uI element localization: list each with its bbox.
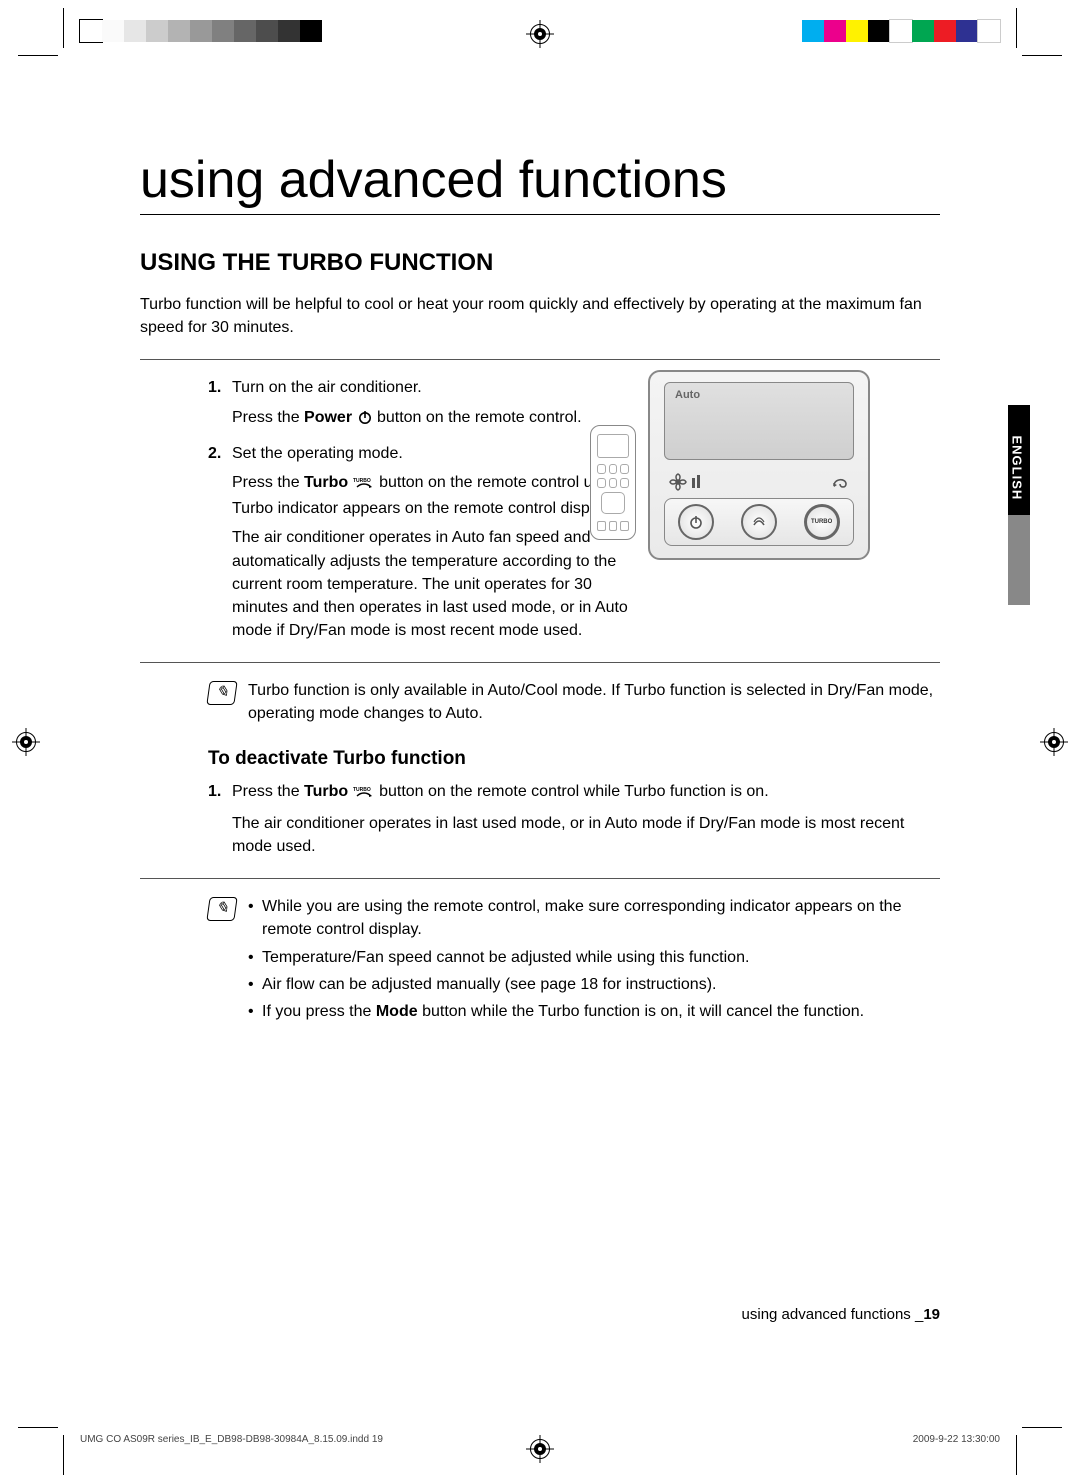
turbo-label: Turbo xyxy=(304,783,348,800)
note-item: While you are using the remote control, … xyxy=(248,895,940,941)
deactivate-heading: To deactivate Turbo function xyxy=(208,748,940,770)
fan-icon xyxy=(668,472,708,492)
svg-text:TURBO: TURBO xyxy=(353,787,371,793)
note-icon: ✎ xyxy=(206,897,237,921)
power-icon xyxy=(357,409,373,432)
step-text: Press the xyxy=(232,783,304,800)
grayscale-bar xyxy=(80,20,322,42)
crop-mark xyxy=(63,1435,64,1475)
section-intro: Turbo function will be helpful to cool o… xyxy=(140,293,940,339)
print-timestamp: 2009-9-22 13:30:00 xyxy=(913,1434,1000,1445)
svg-text:TURBO: TURBO xyxy=(353,478,371,484)
note-text: button while the Turbo function is on, i… xyxy=(418,1003,864,1020)
step-head: Set the operating mode. xyxy=(232,445,403,462)
note-text: If you press the xyxy=(262,1003,376,1020)
deactivate-step: Press the Turbo TURBO button on the remo… xyxy=(208,780,940,859)
step-desc: The air conditioner operates in last use… xyxy=(232,812,940,858)
registration-mark xyxy=(526,20,554,48)
crop-mark xyxy=(1016,1435,1017,1475)
step-head: Turn on the air conditioner. xyxy=(232,379,422,396)
step-text: Press the xyxy=(232,409,304,426)
mode-label: Mode xyxy=(376,1003,418,1020)
crop-mark xyxy=(18,1427,58,1428)
crop-mark xyxy=(1022,55,1062,56)
separator xyxy=(140,878,940,879)
turbo-label: Turbo xyxy=(304,474,348,491)
turbo-icon: TURBO xyxy=(353,783,375,806)
power-label: Power xyxy=(304,409,352,426)
print-file: UMG CO AS09R series_IB_E_DB98-DB98-30984… xyxy=(80,1434,383,1445)
crop-mark xyxy=(63,8,64,48)
note: ✎ While you are using the remote control… xyxy=(140,895,940,1023)
print-metadata: UMG CO AS09R series_IB_E_DB98-DB98-30984… xyxy=(80,1434,1000,1445)
device-figure: Auto TURBO xyxy=(590,370,870,560)
step-desc: The air conditioner operates in Auto fan… xyxy=(232,526,652,642)
content: using advanced functions USING THE TURBO… xyxy=(140,150,940,1027)
note-item: Temperature/Fan speed cannot be adjusted… xyxy=(248,946,940,969)
remote-illustration xyxy=(590,425,636,540)
note: ✎ Turbo function is only available in Au… xyxy=(140,679,940,725)
footer-text: using advanced functions _ xyxy=(742,1306,924,1323)
language-label: ENGLISH xyxy=(1010,436,1025,501)
language-tab: ENGLISH xyxy=(1008,405,1030,605)
crop-mark xyxy=(1022,1427,1062,1428)
separator xyxy=(140,662,940,663)
turbo-button-icon: TURBO xyxy=(804,504,840,540)
color-bar xyxy=(802,20,1000,42)
separator xyxy=(140,359,940,360)
crop-mark xyxy=(18,55,58,56)
unit-illustration: Auto TURBO xyxy=(648,370,870,560)
note-item: Air flow can be adjusted manually (see p… xyxy=(248,973,940,996)
registration-mark xyxy=(12,728,40,756)
page-title: using advanced functions xyxy=(140,150,940,215)
registration-mark xyxy=(1040,728,1068,756)
note-text: Turbo function is only available in Auto… xyxy=(248,682,933,722)
page-footer: using advanced functions _19 xyxy=(140,1306,940,1323)
section-heading: USING THE TURBO FUNCTION xyxy=(140,249,940,277)
mode-button-icon xyxy=(741,504,777,540)
note-item: If you press the Mode button while the T… xyxy=(248,1000,940,1023)
turbo-icon: TURBO xyxy=(353,474,375,497)
step-text: Press the xyxy=(232,474,304,491)
power-button-icon xyxy=(678,504,714,540)
page-number: 19 xyxy=(923,1306,940,1323)
note-icon: ✎ xyxy=(206,681,237,705)
step-text: button on the remote control. xyxy=(377,409,582,426)
crop-mark xyxy=(1016,8,1017,48)
step-text: button on the remote control while Turbo… xyxy=(379,783,769,800)
swirl-icon xyxy=(830,472,850,492)
auto-indicator: Auto xyxy=(675,389,700,401)
page: ENGLISH using advanced functions USING T… xyxy=(0,0,1080,1483)
